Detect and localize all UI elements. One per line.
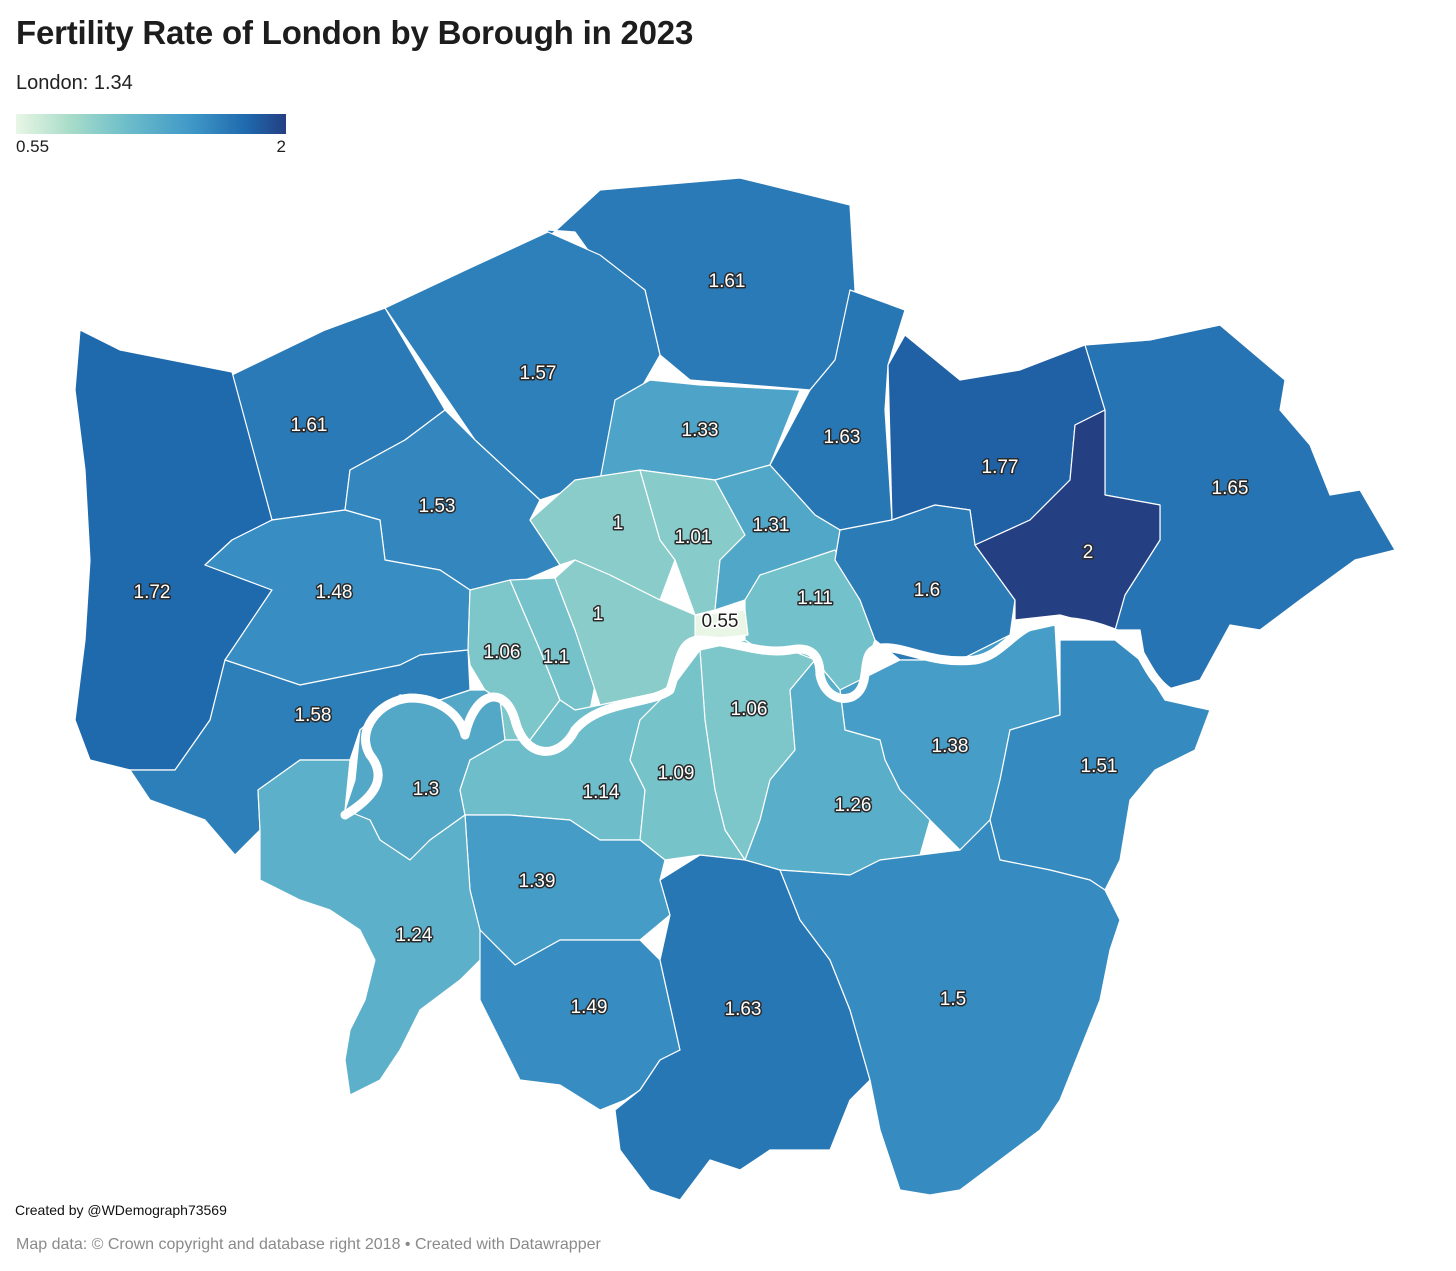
boroughs (74, 177, 1396, 1201)
value-label: 1.39 (519, 871, 556, 892)
legend-max-label: 2 (276, 137, 286, 156)
borough-bexley[interactable] (989, 639, 1211, 891)
value-label: 1.33 (682, 420, 719, 441)
value-label: 2 (1083, 542, 1094, 563)
map-subtitle: London: 1.34 (16, 72, 133, 94)
value-label: 1.77 (982, 457, 1019, 478)
value-label: 1.63 (824, 427, 861, 448)
color-legend: 0.55 2 (16, 114, 286, 159)
value-label: 1.09 (658, 763, 695, 784)
value-label: 1.61 (709, 271, 746, 292)
legend-labels: 0.55 2 (16, 137, 286, 159)
value-label: 1.3 (413, 779, 439, 800)
borough-value-labels: 1.61 1.57 1.61 1.72 1.33 1.63 1.77 1.65 … (132, 270, 1250, 1022)
value-label: 1.5 (940, 989, 966, 1010)
borough-westminster[interactable] (554, 559, 696, 706)
value-label: 1.61 (291, 415, 328, 436)
value-label: 1.51 (1081, 756, 1118, 777)
value-label: 1.38 (932, 736, 969, 757)
value-label: 1.06 (731, 699, 768, 720)
borough-bromley[interactable] (779, 819, 1121, 1196)
legend-gradient-bar (16, 114, 286, 134)
value-label: 1.72 (134, 582, 171, 603)
value-label: 1.49 (571, 997, 608, 1018)
value-label: 1.14 (583, 782, 620, 803)
creator-credit: Created by @WDemograph73569 (15, 1202, 227, 1218)
value-label: 1.31 (753, 515, 790, 536)
value-label: 0.55 (702, 611, 739, 632)
value-label: 1.11 (797, 588, 833, 609)
value-label: 1 (593, 604, 604, 625)
value-label: 1.06 (484, 642, 521, 663)
map-title: Fertility Rate of London by Borough in 2… (16, 14, 694, 51)
value-label: 1.53 (419, 496, 456, 517)
value-label: 1.1 (543, 647, 569, 668)
value-label: 1.58 (295, 705, 332, 726)
value-label: 1.65 (1212, 478, 1249, 499)
value-label: 1.6 (914, 580, 940, 601)
value-label: 1.57 (520, 363, 557, 384)
value-label: 1.26 (835, 795, 872, 816)
value-label: 1.01 (675, 527, 712, 548)
value-label: 1.63 (725, 999, 762, 1020)
source-note: Map data: © Crown copyright and database… (16, 1236, 601, 1253)
legend-min-label: 0.55 (16, 137, 50, 156)
value-label: 1 (613, 513, 624, 534)
river-thames (340, 616, 1215, 820)
borough-barking-and-dagenham[interactable] (974, 409, 1161, 631)
borough-kingston-upon-thames[interactable] (257, 759, 491, 1096)
value-label: 1.48 (316, 582, 353, 603)
value-label: 1.24 (396, 925, 433, 946)
